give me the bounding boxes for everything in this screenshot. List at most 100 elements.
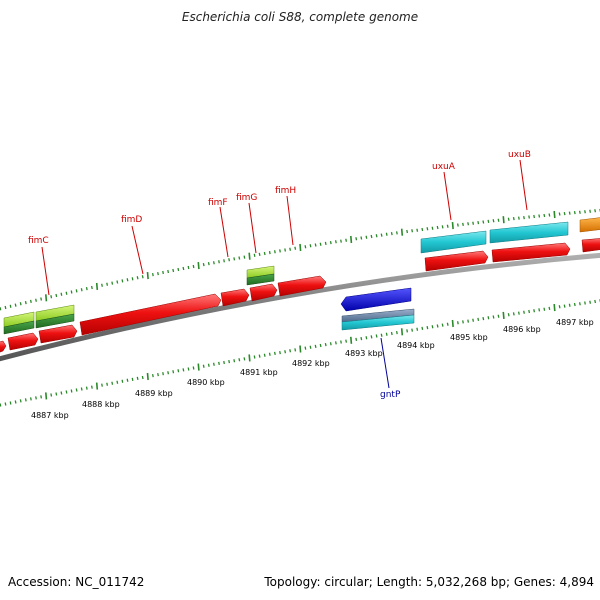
minor-tick: [360, 336, 363, 341]
minor-tick: [243, 357, 246, 361]
label-fimh[interactable]: fimH: [275, 186, 296, 196]
gntp-gene-lower[interactable]: [341, 314, 415, 331]
minor-tick: [406, 229, 409, 234]
label-fimf[interactable]: fimF: [208, 198, 228, 208]
gene-feature[interactable]: [246, 273, 275, 286]
minor-tick: [202, 364, 205, 368]
cds-feature[interactable]: [38, 324, 78, 344]
major-tick: [502, 216, 505, 224]
minor-tick: [268, 352, 271, 356]
label-fimc[interactable]: fimC: [28, 236, 49, 246]
major-tick: [400, 228, 404, 236]
minor-tick: [355, 337, 358, 342]
minor-tick: [324, 241, 327, 246]
cds-feature[interactable]: [79, 293, 222, 336]
label-uxub[interactable]: uxuB: [508, 150, 531, 160]
minor-tick: [426, 227, 429, 231]
gene-feature[interactable]: [35, 313, 75, 329]
major-tick: [146, 372, 149, 381]
minor-tick: [294, 246, 297, 250]
scale-label: 4892 kbp: [292, 359, 330, 368]
minor-tick: [172, 268, 175, 273]
minor-tick: [14, 303, 17, 307]
minor-tick: [0, 403, 2, 407]
gntp-cds[interactable]: [340, 287, 412, 312]
scale-label: 4888 kbp: [82, 400, 120, 409]
label-fimd[interactable]: fimD: [121, 215, 142, 225]
minor-tick: [497, 314, 500, 318]
minor-tick: [136, 276, 139, 280]
major-tick: [299, 345, 302, 353]
minor-tick: [233, 359, 236, 363]
major-tick: [248, 354, 251, 362]
minor-tick: [578, 302, 581, 306]
minor-tick: [14, 400, 17, 404]
cds-track: [0, 238, 600, 354]
scale-label: 4889 kbp: [135, 389, 173, 398]
major-tick: [451, 222, 454, 230]
label-fimg[interactable]: fimG: [236, 193, 257, 203]
minor-tick: [177, 369, 180, 373]
minor-tick: [111, 281, 114, 285]
cds-feature[interactable]: [249, 283, 278, 302]
minor-tick: [228, 359, 231, 364]
minor-tick: [65, 291, 68, 295]
minor-tick: [390, 231, 393, 236]
major-tick: [350, 336, 353, 344]
minor-tick: [289, 349, 292, 353]
gene-feature[interactable]: [489, 221, 569, 244]
gene-feature[interactable]: [579, 217, 600, 233]
minor-tick: [304, 245, 307, 249]
scale-label: 4894 kbp: [397, 341, 435, 350]
minor-tick: [29, 299, 32, 304]
minor-tick: [345, 238, 348, 242]
minor-tick: [446, 322, 449, 326]
minor-tick: [85, 386, 88, 390]
label-uxua[interactable]: uxuA: [432, 162, 456, 172]
minor-tick: [426, 325, 429, 330]
minor-tick: [90, 285, 93, 290]
cds-feature[interactable]: [491, 242, 571, 263]
minor-tick: [340, 340, 342, 344]
minor-tick: [456, 223, 459, 227]
major-tick: [248, 252, 251, 260]
minor-tick: [4, 402, 7, 406]
cds-feature[interactable]: [424, 250, 489, 272]
minor-tick: [9, 401, 12, 405]
gene-feature[interactable]: [3, 320, 35, 335]
minor-tick: [182, 266, 185, 271]
minor-tick: [573, 302, 576, 307]
minor-tick: [24, 300, 27, 305]
minor-tick: [507, 313, 510, 317]
minor-tick: [29, 397, 32, 401]
minor-tick: [385, 232, 388, 236]
minor-tick: [60, 391, 63, 395]
minor-tick: [238, 358, 241, 362]
minor-tick: [594, 209, 597, 213]
cds-feature[interactable]: [277, 275, 327, 297]
minor-tick: [441, 323, 444, 327]
minor-tick: [35, 396, 37, 400]
cds-feature[interactable]: [0, 340, 7, 354]
cds-feature[interactable]: [581, 238, 600, 253]
cds-feature[interactable]: [220, 288, 250, 307]
minor-tick: [111, 381, 114, 385]
minor-tick: [385, 332, 388, 336]
major-tick: [553, 210, 556, 219]
cds-feature[interactable]: [7, 332, 39, 351]
minor-tick: [375, 234, 378, 238]
major-tick: [45, 392, 48, 400]
gene-feature[interactable]: [420, 230, 487, 254]
minor-tick: [40, 297, 43, 301]
minor-tick: [151, 373, 154, 378]
minor-tick: [594, 299, 597, 304]
minor-tick: [85, 286, 88, 291]
minor-tick: [584, 210, 586, 214]
label-gntp[interactable]: gntP: [380, 390, 401, 400]
minor-tick: [584, 301, 586, 305]
minor-tick: [411, 328, 414, 332]
minor-tick: [207, 261, 210, 266]
minor-tick: [436, 324, 439, 328]
minor-tick: [70, 389, 73, 393]
